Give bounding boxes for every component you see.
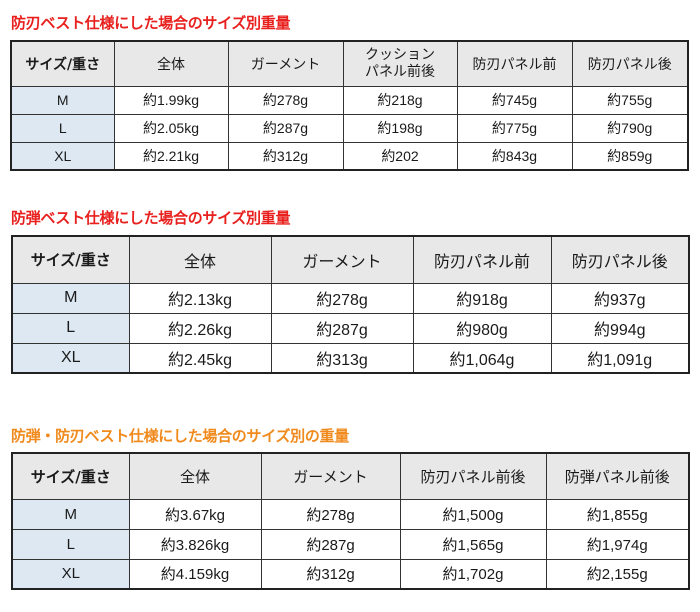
table-row: L 約2.26kg 約287g 約980g 約994g (11, 312, 690, 344)
table-header-row: サイズ/重さ 全体 ガーメント 防刃パネル前後 防弾パネル前後 (11, 452, 690, 500)
table-cell: 約278g (227, 85, 344, 115)
header-knife-panel-front: 防刃パネル前 (412, 235, 552, 284)
table-cell: 約287g (270, 312, 414, 344)
size-cell: XL (11, 558, 130, 590)
header-bullet-panel-front-back: 防弾パネル前後 (545, 452, 690, 500)
size-cell: XL (11, 342, 130, 374)
table-cell: 約2.05kg (113, 113, 229, 143)
table-cell: 約1,855g (545, 498, 690, 530)
table-cell: 約1.99kg (113, 85, 229, 115)
table-cell: 約312g (227, 141, 344, 171)
table-cell: 約1,702g (399, 558, 547, 590)
header-total: 全体 (128, 452, 262, 500)
table-cell: 約1,500g (399, 498, 547, 530)
header-garment: ガーメント (227, 40, 344, 87)
table-row: M 約1.99kg 約278g 約218g 約745g 約755g (10, 85, 689, 115)
table-cell: 約2.13kg (128, 282, 272, 314)
table-cell: 約312g (260, 558, 401, 590)
table-cell: 約218g (342, 85, 458, 115)
table-row: L 約3.826kg 約287g 約1,565g 約1,974g (11, 528, 690, 560)
table-cell: 約775g (456, 113, 573, 143)
table-cell: 約313g (270, 342, 414, 374)
header-knife-panel-front-back: 防刃パネル前後 (399, 452, 547, 500)
table-cell: 約287g (227, 113, 344, 143)
table-cell: 約745g (456, 85, 573, 115)
header-garment: ガーメント (260, 452, 401, 500)
size-weight-table-bullet-vest: サイズ/重さ 全体 ガーメント 防刃パネル前 防刃パネル後 M 約2.13kg … (11, 235, 690, 374)
section-title-knife-vest: 防刃ベスト仕様にした場合のサイズ別重量 (11, 14, 291, 32)
table-cell: 約859g (571, 141, 689, 171)
table-cell: 約2.21kg (113, 141, 229, 171)
size-cell: M (10, 85, 115, 115)
table-row: XL 約2.21kg 約312g 約202 約843g 約859g (10, 141, 689, 171)
table-cell: 約1,091g (550, 342, 690, 374)
header-knife-panel-back: 防刃パネル後 (571, 40, 689, 87)
header-size-weight: サイズ/重さ (10, 40, 115, 87)
section-title-bullet-knife-vest: 防弾・防刃ベスト仕様にした場合のサイズ別の重量 (11, 427, 349, 445)
size-cell: M (11, 498, 130, 530)
table-cell: 約994g (550, 312, 690, 344)
size-cell: L (11, 312, 130, 344)
table-row: XL 約4.159kg 約312g 約1,702g 約2,155g (11, 558, 690, 590)
table-cell: 約2,155g (545, 558, 690, 590)
section-title-bullet-vest: 防弾ベスト仕様にした場合のサイズ別重量 (11, 209, 291, 227)
table-cell: 約198g (342, 113, 458, 143)
table-cell: 約278g (260, 498, 401, 530)
header-cushion-panel: クッション パネル前後 (342, 40, 458, 87)
table-cell: 約790g (571, 113, 689, 143)
table-row: L 約2.05kg 約287g 約198g 約775g 約790g (10, 113, 689, 143)
table-cell: 約278g (270, 282, 414, 314)
header-total: 全体 (128, 235, 272, 284)
size-cell: XL (10, 141, 115, 171)
table-cell: 約843g (456, 141, 573, 171)
table-cell: 約1,064g (412, 342, 552, 374)
header-knife-panel-front: 防刃パネル前 (456, 40, 573, 87)
table-cell: 約980g (412, 312, 552, 344)
table-cell: 約2.45kg (128, 342, 272, 374)
table-row: XL 約2.45kg 約313g 約1,064g 約1,091g (11, 342, 690, 374)
size-weight-table-knife-vest: サイズ/重さ 全体 ガーメント クッション パネル前後 防刃パネル前 防刃パネル後… (10, 40, 689, 171)
size-cell: M (11, 282, 130, 314)
table-cell: 約287g (260, 528, 401, 560)
header-total: 全体 (113, 40, 229, 87)
table-header-row: サイズ/重さ 全体 ガーメント クッション パネル前後 防刃パネル前 防刃パネル後 (10, 40, 689, 87)
size-cell: L (10, 113, 115, 143)
header-garment: ガーメント (270, 235, 414, 284)
table-cell: 約4.159kg (128, 558, 262, 590)
table-cell: 約202 (342, 141, 458, 171)
table-header-row: サイズ/重さ 全体 ガーメント 防刃パネル前 防刃パネル後 (11, 235, 690, 284)
table-cell: 約1,974g (545, 528, 690, 560)
header-knife-panel-back: 防刃パネル後 (550, 235, 690, 284)
table-cell: 約3.67kg (128, 498, 262, 530)
header-size-weight: サイズ/重さ (11, 235, 130, 284)
table-cell: 約918g (412, 282, 552, 314)
table-cell: 約755g (571, 85, 689, 115)
table-cell: 約2.26kg (128, 312, 272, 344)
size-cell: L (11, 528, 130, 560)
header-size-weight: サイズ/重さ (11, 452, 130, 500)
table-cell: 約1,565g (399, 528, 547, 560)
table-row: M 約3.67kg 約278g 約1,500g 約1,855g (11, 498, 690, 530)
table-row: M 約2.13kg 約278g 約918g 約937g (11, 282, 690, 314)
table-cell: 約3.826kg (128, 528, 262, 560)
size-weight-table-bullet-knife-vest: サイズ/重さ 全体 ガーメント 防刃パネル前後 防弾パネル前後 M 約3.67k… (11, 452, 690, 590)
table-cell: 約937g (550, 282, 690, 314)
